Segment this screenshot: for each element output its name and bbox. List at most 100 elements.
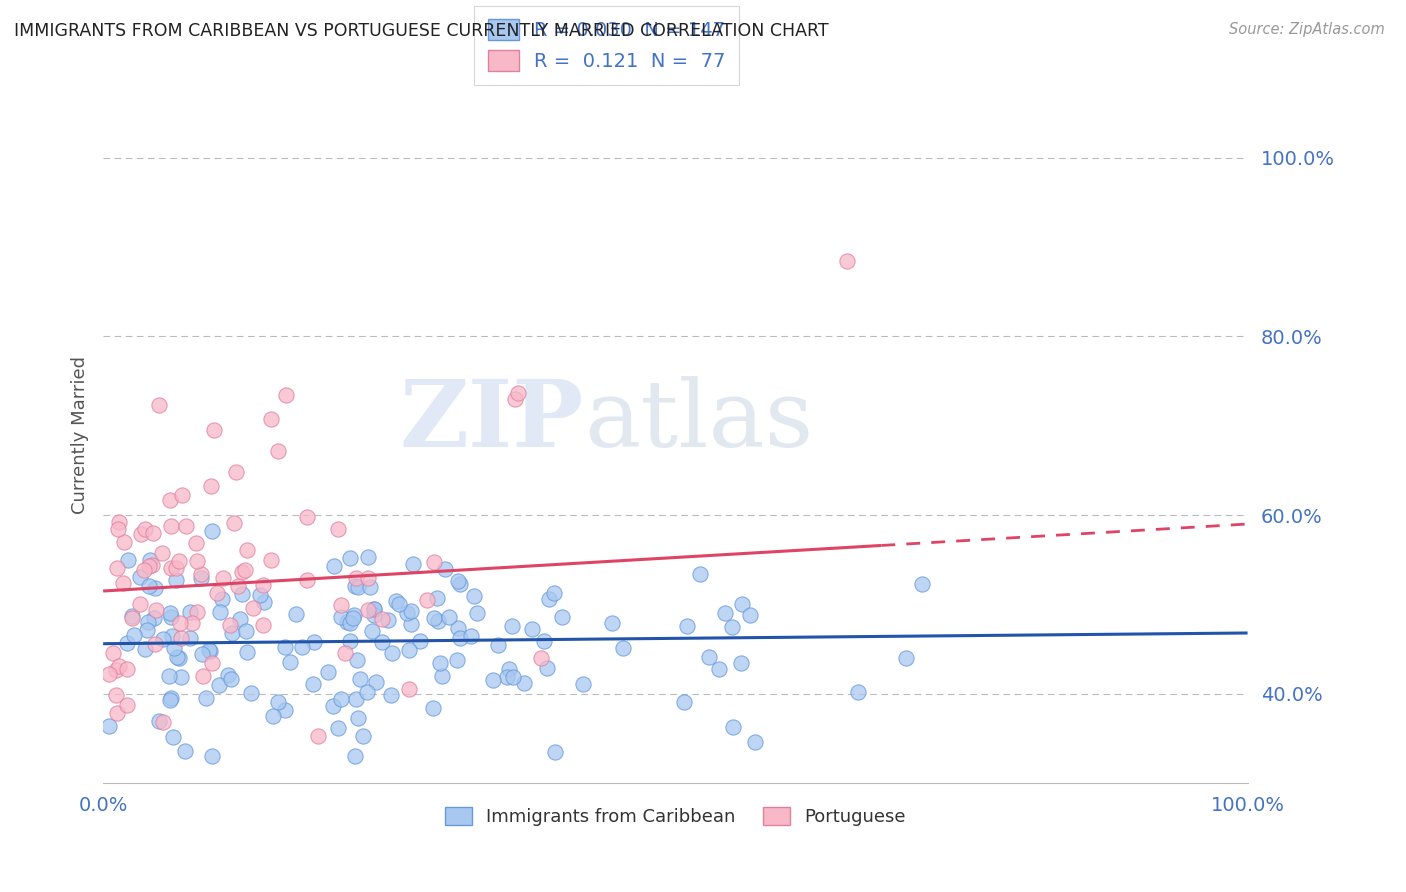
Point [142,526,165,541]
Point [347,580,370,594]
Point [371,635,394,649]
Point [208,605,231,619]
Point [134,522,156,536]
Point [212,571,235,585]
Point [274,703,297,717]
Point [422,555,444,569]
Point [159,493,181,508]
Point [344,571,367,585]
Point [253,595,276,609]
Point [160,560,183,574]
Point [465,606,488,620]
Point [166,649,188,664]
Point [181,615,204,630]
Point [336,615,359,629]
Point [399,604,422,618]
Point [202,423,225,437]
Point [426,591,449,605]
Point [449,631,471,645]
Point [399,617,422,632]
Point [174,744,197,758]
Point [537,592,560,607]
Point [167,651,190,665]
Text: IMMIGRANTS FROM CARIBBEAN VS PORTUGUESE CURRENTLY MARRIED CORRELATION CHART: IMMIGRANTS FROM CARIBBEAN VS PORTUGUESE … [14,22,828,40]
Point [160,691,183,706]
Point [142,611,165,625]
Point [502,670,524,684]
Point [342,611,364,625]
Point [176,518,198,533]
Point [233,563,256,577]
Point [170,632,193,646]
Point [551,610,574,624]
Point [495,670,517,684]
Point [430,668,453,682]
Point [112,535,135,549]
Point [612,640,634,655]
Point [266,695,288,709]
Point [357,602,380,616]
Point [152,632,174,647]
Point [148,398,170,412]
Point [422,701,444,715]
Point [219,618,242,632]
Point [328,722,350,736]
Point [163,641,186,656]
Point [380,688,402,702]
Point [200,479,222,493]
Point [236,543,259,558]
Point [697,650,720,665]
Point [138,559,160,574]
Point [117,552,139,566]
Point [200,656,222,670]
Point [427,615,450,629]
Point [721,620,744,634]
Point [101,646,124,660]
Point [503,392,526,406]
Point [236,645,259,659]
Point [201,748,224,763]
Point [205,586,228,600]
Point [326,522,349,536]
Point [343,607,366,622]
Point [363,602,385,616]
Point [408,634,430,648]
Point [105,688,128,702]
Point [217,668,239,682]
Point [195,690,218,705]
Point [533,634,555,648]
Point [104,663,127,677]
Point [231,565,253,579]
Point [676,618,699,632]
Point [486,639,509,653]
Point [138,553,160,567]
Point [224,516,246,530]
Point [249,588,271,602]
Point [740,608,762,623]
Point [463,589,485,603]
Point [482,673,505,688]
Point [107,522,129,536]
Point [145,602,167,616]
Point [160,629,183,643]
Point [252,578,274,592]
Point [190,566,212,581]
Point [186,536,208,550]
Point [179,605,201,619]
Point [235,624,257,638]
Point [571,677,593,691]
Point [198,644,221,658]
Point [357,571,380,585]
Point [229,612,252,626]
Point [285,607,308,622]
Point [506,386,529,401]
Point [159,606,181,620]
Point [522,622,544,636]
Point [186,554,208,568]
Point [252,617,274,632]
Point [122,627,145,641]
Point [117,698,139,712]
Point [544,745,567,759]
Point [395,606,418,620]
Point [219,672,242,686]
